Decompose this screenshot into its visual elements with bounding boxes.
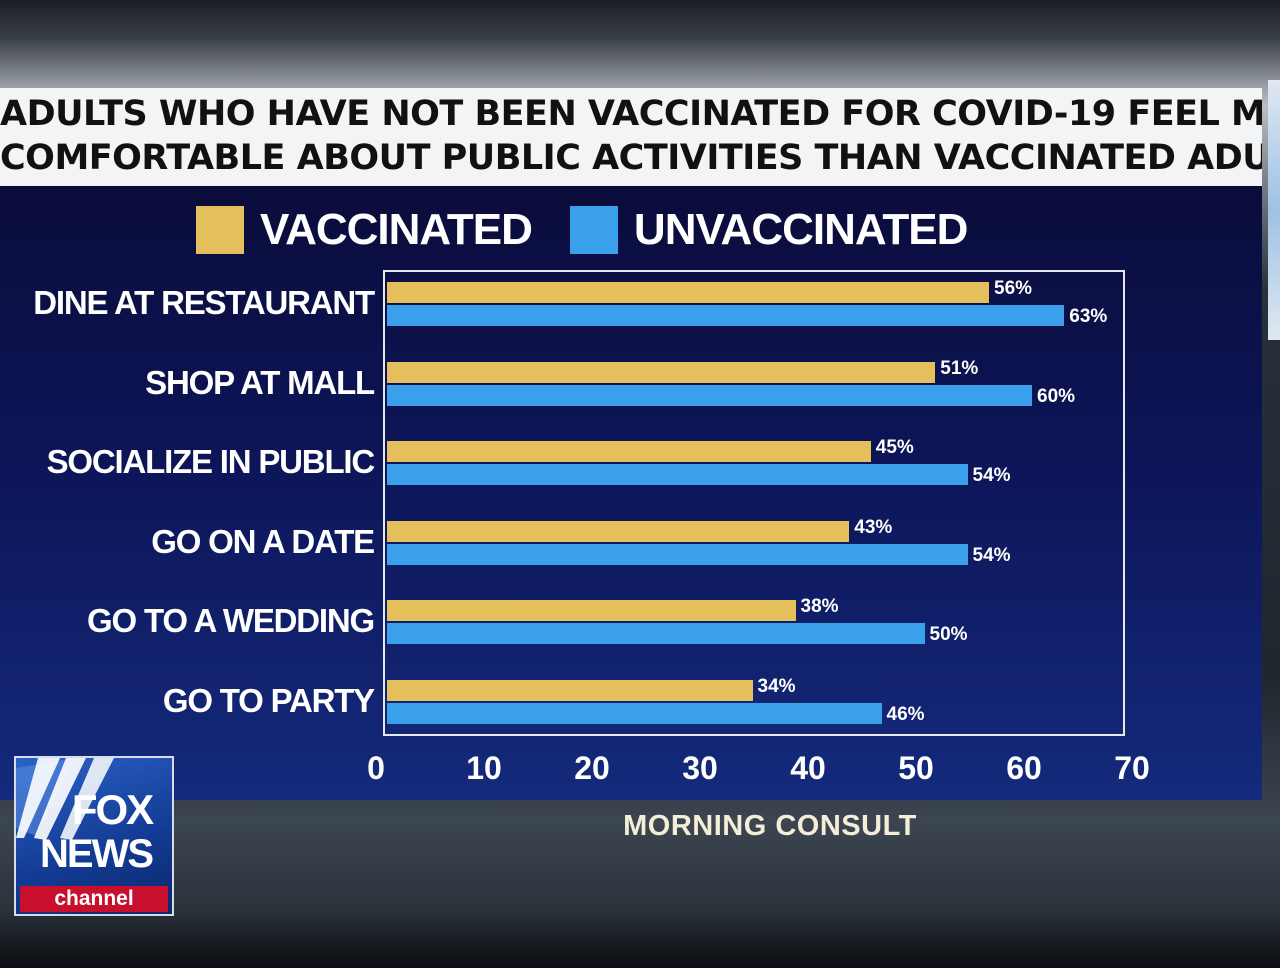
logo-word-fox: FOX xyxy=(71,786,154,833)
logo-searchlight-icon xyxy=(16,758,114,840)
bar-vaccinated-go-to-a-wedding xyxy=(387,600,796,621)
value-label-vaccinated-go-to-a-wedding: 38% xyxy=(800,596,839,617)
legend-label-vaccinated: VACCINATED xyxy=(260,205,533,254)
x-tick-label-30: 30 xyxy=(682,750,718,786)
legend-swatch-unvaccinated xyxy=(569,206,618,254)
x-tick-label-60: 60 xyxy=(1006,750,1042,786)
logo-word-news: NEWS xyxy=(40,832,154,876)
category-label-shop-at-mall: SHOP AT MALL xyxy=(145,363,375,401)
title-banner: ADULTS WHO HAVE NOT BEEN VACCINATED FOR … xyxy=(0,88,1262,186)
x-tick-label-70: 70 xyxy=(1114,750,1150,786)
legend-swatch-vaccinated xyxy=(196,206,244,254)
bar-vaccinated-shop-at-mall xyxy=(387,361,936,383)
value-label-vaccinated-shop-at-mall: 51% xyxy=(940,357,979,379)
legend: VACCINATED UNVACCINATED xyxy=(196,200,968,260)
logo-word-channel: channel xyxy=(20,886,168,912)
bar-vaccinated-socialize-in-public xyxy=(387,441,871,462)
value-label-unvaccinated-go-to-party: 46% xyxy=(886,703,925,725)
bar-unvaccinated-socialize-in-public xyxy=(387,464,968,485)
category-label-go-on-a-date: GO ON A DATE xyxy=(151,522,375,560)
chart-title-line-1: ADULTS WHO HAVE NOT BEEN VACCINATED FOR … xyxy=(0,94,1262,134)
chart-title-line-2: COMFORTABLE ABOUT PUBLIC ACTIVITIES THAN… xyxy=(0,138,1262,178)
value-label-vaccinated-socialize-in-public: 45% xyxy=(875,437,914,458)
category-label-socialize-in-public: SOCIALIZE IN PUBLIC xyxy=(46,443,376,480)
bar-unvaccinated-go-to-a-wedding xyxy=(387,623,925,644)
category-label-go-to-party: GO TO PARTY xyxy=(162,681,375,719)
plot-area xyxy=(383,270,1125,736)
source-credit: MORNING CONSULT xyxy=(623,810,917,842)
bar-unvaccinated-shop-at-mall xyxy=(387,384,1032,406)
x-tick-label-10: 10 xyxy=(466,750,502,786)
value-label-unvaccinated-go-to-a-wedding: 50% xyxy=(929,624,968,645)
bar-unvaccinated-go-on-a-date xyxy=(387,543,968,565)
value-label-unvaccinated-shop-at-mall: 60% xyxy=(1037,385,1076,407)
fox-news-logo: FOX NEWS channel xyxy=(14,756,174,916)
category-label-go-to-a-wedding: GO TO A WEDDING xyxy=(87,602,375,639)
category-label-dine-at-restaurant: DINE AT RESTAURANT xyxy=(33,284,375,321)
value-label-unvaccinated-go-on-a-date: 54% xyxy=(972,544,1011,566)
legend-label-unvaccinated: UNVACCINATED xyxy=(633,205,968,254)
x-tick-label-20: 20 xyxy=(574,750,610,786)
bar-vaccinated-go-to-party xyxy=(387,679,753,701)
value-label-unvaccinated-dine-at-restaurant: 63% xyxy=(1069,306,1108,327)
x-tick-label-50: 50 xyxy=(898,750,934,786)
bar-vaccinated-go-on-a-date xyxy=(387,520,850,542)
bar-unvaccinated-go-to-party xyxy=(387,702,882,724)
background-graphic xyxy=(1268,80,1280,340)
x-tick-label-40: 40 xyxy=(790,750,826,786)
bar-unvaccinated-dine-at-restaurant xyxy=(387,305,1065,326)
value-label-unvaccinated-socialize-in-public: 54% xyxy=(972,465,1011,486)
value-label-vaccinated-go-on-a-date: 43% xyxy=(854,516,893,538)
x-tick-label-0: 0 xyxy=(367,750,385,786)
value-label-vaccinated-dine-at-restaurant: 56% xyxy=(994,278,1033,299)
value-label-vaccinated-go-to-party: 34% xyxy=(757,675,796,697)
bar-vaccinated-dine-at-restaurant xyxy=(387,282,989,303)
